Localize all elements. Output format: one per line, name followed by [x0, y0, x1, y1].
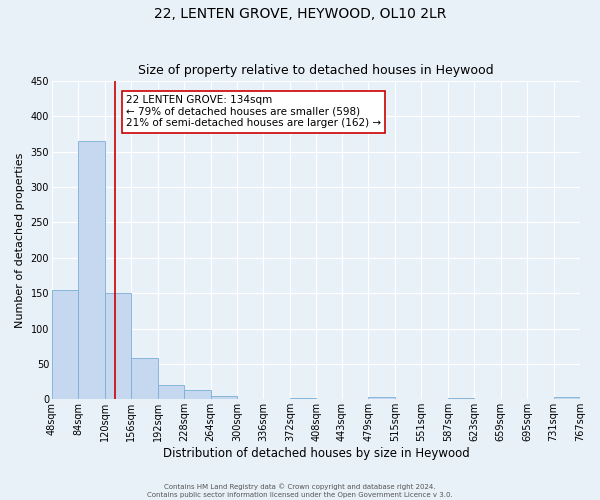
Bar	[184, 390, 211, 400]
Bar	[448, 398, 474, 400]
Bar	[158, 385, 184, 400]
X-axis label: Distribution of detached houses by size in Heywood: Distribution of detached houses by size …	[163, 447, 469, 460]
Bar	[211, 396, 237, 400]
Title: Size of property relative to detached houses in Heywood: Size of property relative to detached ho…	[138, 64, 494, 77]
Text: 22 LENTEN GROVE: 134sqm
← 79% of detached houses are smaller (598)
21% of semi-d: 22 LENTEN GROVE: 134sqm ← 79% of detache…	[126, 96, 381, 128]
Bar	[105, 293, 131, 400]
Bar	[131, 358, 158, 400]
Bar	[290, 398, 316, 400]
Text: 22, LENTEN GROVE, HEYWOOD, OL10 2LR: 22, LENTEN GROVE, HEYWOOD, OL10 2LR	[154, 8, 446, 22]
Bar	[368, 397, 395, 400]
Bar	[554, 397, 580, 400]
Text: Contains HM Land Registry data © Crown copyright and database right 2024.
Contai: Contains HM Land Registry data © Crown c…	[147, 484, 453, 498]
Bar	[79, 141, 105, 400]
Bar	[52, 290, 79, 400]
Y-axis label: Number of detached properties: Number of detached properties	[15, 152, 25, 328]
